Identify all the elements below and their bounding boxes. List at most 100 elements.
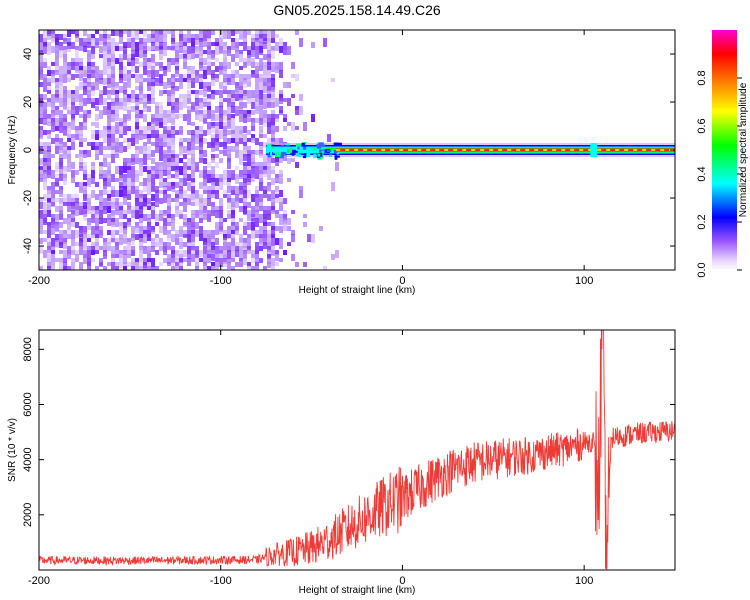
- spectrogram-cell: [143, 146, 147, 155]
- spectrogram-cell: [103, 30, 107, 36]
- colorbar-ticks: 0.00.20.40.60.8: [696, 70, 742, 278]
- spectrogram-cell: [55, 190, 59, 194]
- spectrogram-cell: [79, 142, 83, 147]
- spectrogram-cell: [207, 30, 211, 39]
- spectrogram-cell: [179, 158, 183, 163]
- spectrogram-cell: [143, 130, 147, 136]
- spectrogram-cell: [219, 98, 223, 104]
- spectrogram-cell: [247, 214, 251, 221]
- spectrogram-cell: [267, 254, 271, 259]
- spectrogram-cell: [275, 98, 279, 107]
- spectrogram-cell: [71, 118, 75, 122]
- spectrogram-cell: [167, 154, 171, 158]
- spectrogram-cell: [251, 126, 255, 131]
- spectrogram-cell: [163, 50, 167, 56]
- spectrogram-cell: [267, 166, 271, 174]
- spectrogram-cell: [187, 166, 191, 170]
- spectrogram-cell: [91, 166, 95, 170]
- spectrogram-cell: [147, 134, 151, 138]
- spectrogram-cell: [239, 258, 243, 267]
- spectrogram-cell: [107, 34, 111, 40]
- spectrogram-cell: [79, 106, 83, 112]
- spectrogram-cell: [159, 106, 163, 115]
- spectrogram-cell: [251, 162, 255, 168]
- spectrogram-cell: [291, 254, 295, 261]
- spectrogram-cell: [259, 206, 263, 211]
- spectrogram-cell: [151, 38, 155, 42]
- spectrogram-cell: [187, 114, 191, 119]
- spectrogram-cell: [83, 110, 87, 115]
- spectrogram-cell: [55, 34, 59, 40]
- spectrogram-cell: [123, 130, 127, 135]
- spectrogram-cell: [219, 226, 223, 232]
- spectrogram-cell: [227, 202, 231, 209]
- spectrogram-cell: [215, 130, 219, 135]
- spectrogram-cell: [83, 70, 87, 77]
- spectrogram-cell: [39, 238, 43, 244]
- spectrogram-cell: [179, 178, 183, 182]
- spectrogram-cell: [119, 130, 123, 134]
- spectrogram-cell: [167, 186, 171, 191]
- spectrogram-cell: [247, 58, 251, 65]
- spectrogram-cell: [103, 250, 107, 256]
- spectrogram-cell: [259, 202, 263, 207]
- spectrogram-cell: [107, 114, 111, 122]
- spectrogram-cell: [167, 262, 171, 266]
- spectrogram-cell: [251, 102, 255, 109]
- spectrogram-cell: [211, 30, 215, 35]
- spectrogram-cell: [279, 46, 283, 53]
- spectrogram-cell: [115, 86, 119, 93]
- spectrogram-cell: [167, 82, 171, 88]
- spectrogram-cell: [107, 166, 111, 170]
- spectrogram-cell: [75, 250, 79, 256]
- spectrogram-cell: [219, 130, 223, 139]
- spectrogram-cell: [163, 42, 167, 50]
- spectrogram-cell: [151, 202, 155, 208]
- spectrogram-cell: [119, 142, 123, 148]
- spectrogram-cell: [87, 182, 91, 187]
- spectrogram-cell: [63, 258, 67, 263]
- spectrogram-cell: [103, 210, 107, 214]
- spectrogram-cell: [183, 50, 187, 55]
- spectrogram-cell: [119, 86, 123, 93]
- spectrogram-cell: [223, 150, 227, 156]
- spectrogram-cell: [275, 214, 279, 218]
- spectrogram-cell: [95, 150, 99, 155]
- spectrogram-cell: [199, 174, 203, 178]
- spectrogram-cell: [235, 94, 239, 101]
- spectrogram-cell: [111, 238, 115, 242]
- spectrogram-cell: [147, 166, 151, 170]
- spectrogram-cell: [39, 266, 43, 270]
- spectrogram-cell: [107, 130, 111, 137]
- carrier-onset-blob: [317, 153, 321, 157]
- spectrogram-cell: [267, 42, 271, 51]
- spectrogram-cell: [99, 206, 103, 211]
- spectrogram-cell: [299, 94, 303, 101]
- spectrogram-cell: [227, 62, 231, 69]
- spectrogram-ylabel: Frequency (Hz): [7, 116, 18, 185]
- spectrogram-cell: [107, 138, 111, 146]
- spectrogram-cell: [187, 142, 191, 151]
- spectrogram-cell: [279, 62, 283, 71]
- spectrogram-cell: [211, 254, 215, 261]
- spectrogram-cell: [179, 166, 183, 175]
- spectrogram-cell: [159, 242, 163, 249]
- carrier-onset-blob: [290, 149, 296, 154]
- spectrogram-cell: [199, 54, 203, 58]
- spectrogram-cell: [203, 258, 207, 264]
- spectrogram-cell: [135, 206, 139, 210]
- spectrogram-cell: [275, 126, 279, 132]
- spectrogram-cell: [91, 62, 95, 67]
- spectrogram-cell: [135, 114, 139, 118]
- carrier-core-dash: [453, 149, 458, 151]
- spectrogram-cell: [251, 222, 255, 231]
- carrier-onset-blob: [302, 146, 307, 150]
- spectrogram-cell: [279, 98, 283, 104]
- spectrogram-cell: [239, 134, 243, 139]
- spectrogram-cell: [267, 194, 271, 201]
- spectrogram-cell: [131, 66, 135, 72]
- carrier-onset-blob: [288, 148, 293, 153]
- spectrogram-cell: [127, 142, 131, 149]
- spectrogram-cell: [131, 250, 135, 256]
- spectrogram-cell: [187, 222, 191, 229]
